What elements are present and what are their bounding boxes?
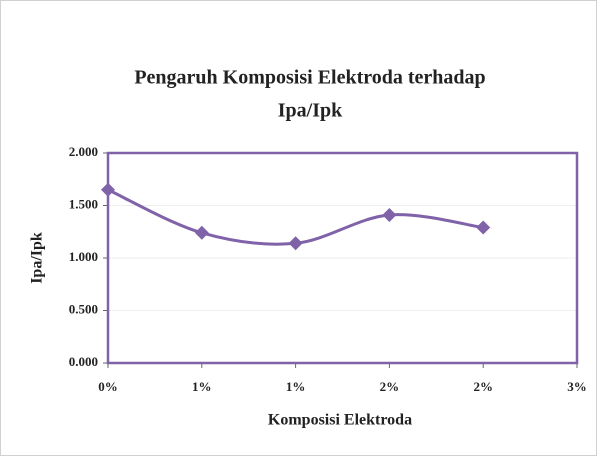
marker xyxy=(288,236,303,251)
x-tick-label: 1% xyxy=(286,379,306,394)
y-axis-title: Ipa/Ipk xyxy=(29,232,46,284)
marker xyxy=(476,220,491,235)
plot-area xyxy=(106,151,579,365)
x-tick-label: 0% xyxy=(98,379,118,394)
x-axis-title: Komposisi Elektroda xyxy=(268,412,412,429)
marker xyxy=(382,207,397,222)
x-tick-label: 3% xyxy=(567,379,587,394)
marker xyxy=(101,182,115,197)
y-tick-label: 0.000 xyxy=(69,354,98,369)
y-tick-label: 0.500 xyxy=(69,301,98,316)
marker xyxy=(194,225,209,240)
y-tick-label: 1.500 xyxy=(69,196,98,211)
chart-title: Ipa/Ipk xyxy=(278,100,343,122)
x-tick-label: 2% xyxy=(380,379,400,394)
y-tick-label: 2.000 xyxy=(69,144,98,159)
x-tick-label: 2% xyxy=(473,379,493,394)
x-tick-label: 1% xyxy=(192,379,212,394)
chart-title: Pengaruh Komposisi Elektroda terhadap xyxy=(134,67,485,89)
y-tick-label: 1.000 xyxy=(69,249,98,264)
